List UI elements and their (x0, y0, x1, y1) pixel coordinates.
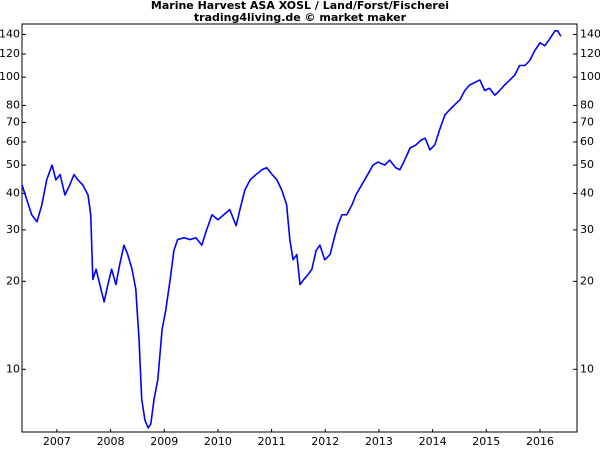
chart-subtitle: trading4living.de © market maker (194, 11, 407, 24)
y-tick-label: 30 (6, 223, 20, 236)
y-tick-label: 10 (6, 362, 20, 375)
x-tick-label: 2009 (150, 435, 178, 448)
y-tick-label: 40 (6, 186, 20, 199)
x-tick-label: 2013 (365, 435, 393, 448)
y-tick-label: 20 (6, 274, 20, 287)
y-tick-label-right: 60 (580, 135, 594, 148)
chart-title: Marine Harvest ASA XOSL / Land/Forst/Fis… (151, 0, 449, 12)
y-tick-label-right: 140 (580, 27, 600, 40)
y-tick-label-right: 70 (580, 115, 594, 128)
y-tick-label: 50 (6, 158, 20, 171)
y-tick-label: 60 (6, 135, 20, 148)
x-tick-label: 2011 (258, 435, 286, 448)
y-tick-label: 100 (0, 70, 20, 83)
y-tick-label-right: 10 (580, 362, 594, 375)
plot-frame (21, 23, 578, 433)
y-tick-label-right: 120 (580, 47, 600, 60)
x-tick-label: 2007 (43, 435, 71, 448)
y-tick-label: 140 (0, 27, 20, 40)
x-tick-label: 2008 (97, 435, 125, 448)
y-tick-label-right: 40 (580, 186, 594, 199)
y-tick-label-right: 100 (580, 70, 600, 83)
y-tick-label: 80 (6, 98, 20, 111)
y-tick-label-right: 30 (580, 223, 594, 236)
x-tick-label: 2015 (472, 435, 500, 448)
y-tick-label-right: 50 (580, 158, 594, 171)
y-tick-label-right: 20 (580, 274, 594, 287)
y-tick-label-right: 80 (580, 98, 594, 111)
x-tick-label: 2012 (311, 435, 339, 448)
x-tick-label: 2010 (204, 435, 232, 448)
x-tick-label: 2016 (526, 435, 554, 448)
y-tick-label: 70 (6, 115, 20, 128)
x-tick-label: 2014 (419, 435, 447, 448)
price-line (21, 30, 562, 429)
y-tick-label: 120 (0, 47, 20, 60)
